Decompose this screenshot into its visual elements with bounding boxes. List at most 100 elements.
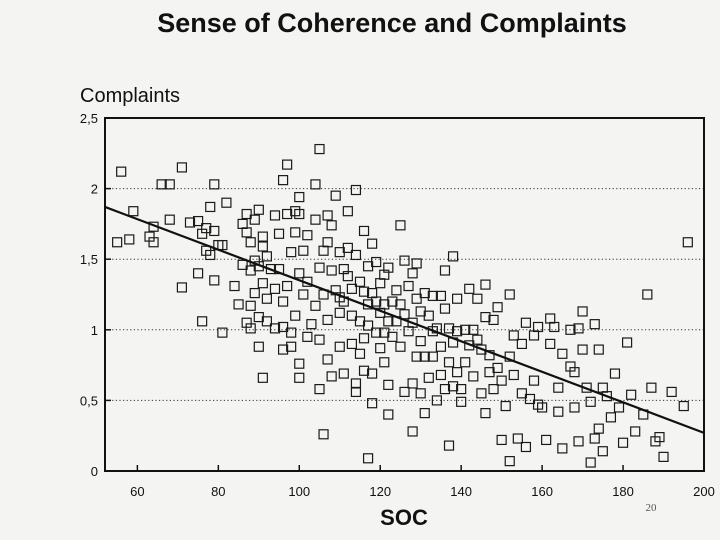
data-point bbox=[282, 280, 293, 292]
data-point bbox=[512, 433, 523, 444]
data-point bbox=[411, 258, 422, 269]
data-point bbox=[233, 299, 244, 310]
data-point bbox=[286, 327, 297, 338]
data-point bbox=[557, 348, 568, 359]
data-point bbox=[358, 286, 370, 297]
trendline-group bbox=[104, 205, 705, 434]
y-tick-label: 2,5 bbox=[80, 111, 98, 126]
data-point bbox=[383, 409, 394, 420]
data-point bbox=[314, 384, 325, 395]
data-point bbox=[407, 378, 418, 389]
data-point bbox=[294, 208, 305, 220]
chart-title: Sense of Coherence and Complaints bbox=[157, 8, 627, 38]
data-point bbox=[601, 391, 612, 402]
data-point bbox=[439, 384, 451, 395]
data-point bbox=[286, 341, 297, 352]
data-point bbox=[298, 245, 309, 256]
data-point bbox=[322, 210, 333, 221]
data-point bbox=[290, 227, 301, 238]
x-tick-label: 160 bbox=[531, 484, 553, 499]
data-point bbox=[273, 228, 285, 239]
data-point bbox=[209, 179, 220, 190]
data-point bbox=[537, 402, 548, 413]
data-point bbox=[504, 289, 515, 300]
data-point bbox=[407, 317, 418, 328]
x-tick-label: 180 bbox=[612, 484, 634, 499]
data-point bbox=[395, 299, 406, 310]
data-point bbox=[622, 337, 633, 348]
x-tick-label: 80 bbox=[211, 484, 225, 499]
data-point bbox=[379, 357, 390, 368]
y-tick-label: 2 bbox=[91, 182, 98, 197]
data-point bbox=[452, 326, 463, 337]
data-point bbox=[383, 379, 394, 390]
data-point bbox=[334, 307, 345, 318]
data-point bbox=[371, 256, 382, 268]
data-point bbox=[419, 408, 430, 419]
data-point bbox=[375, 278, 386, 289]
data-point bbox=[415, 335, 426, 347]
data-point bbox=[249, 214, 260, 225]
data-point bbox=[480, 279, 491, 290]
x-tick-label: 100 bbox=[288, 484, 310, 499]
data-point bbox=[245, 323, 256, 334]
data-point bbox=[241, 208, 252, 220]
data-point bbox=[209, 225, 220, 237]
data-point bbox=[350, 386, 362, 398]
data-point bbox=[573, 436, 584, 447]
data-point bbox=[415, 388, 426, 399]
data-point bbox=[318, 245, 329, 256]
data-point bbox=[423, 372, 434, 383]
data-point bbox=[682, 237, 693, 248]
data-point bbox=[322, 237, 333, 248]
data-point bbox=[516, 338, 527, 350]
data-point bbox=[589, 319, 600, 330]
data-point bbox=[265, 263, 277, 275]
data-point bbox=[253, 204, 264, 215]
data-point bbox=[508, 369, 519, 381]
data-point bbox=[391, 285, 402, 296]
axes: 0 0,5 1 1,5 2 2,5 60 80 100 120 140 160 180 200 bbox=[80, 111, 715, 499]
data-point bbox=[468, 371, 479, 382]
data-point bbox=[277, 321, 289, 333]
y-tick-label: 0 bbox=[91, 464, 98, 479]
data-point bbox=[407, 268, 418, 279]
trendline bbox=[104, 205, 705, 434]
data-point bbox=[439, 303, 451, 314]
data-point bbox=[492, 362, 503, 374]
data-point bbox=[593, 344, 604, 355]
data-point bbox=[484, 350, 495, 361]
y-tick-label: 1 bbox=[91, 323, 98, 338]
data-point bbox=[435, 341, 447, 352]
data-point bbox=[197, 316, 208, 327]
data-point bbox=[192, 268, 204, 279]
data-point bbox=[678, 400, 689, 412]
data-point bbox=[342, 271, 353, 282]
data-point bbox=[419, 287, 430, 299]
data-point bbox=[302, 331, 313, 342]
data-point bbox=[367, 368, 378, 379]
data-point bbox=[124, 234, 135, 245]
data-point bbox=[164, 214, 175, 225]
data-point bbox=[439, 265, 451, 276]
data-point bbox=[346, 283, 357, 294]
data-point bbox=[443, 323, 455, 334]
data-point bbox=[427, 290, 438, 302]
data-point bbox=[545, 338, 556, 350]
data-point bbox=[472, 293, 483, 304]
data-point bbox=[367, 398, 378, 409]
data-point bbox=[358, 225, 370, 237]
data-point bbox=[362, 453, 374, 464]
data-point bbox=[423, 310, 434, 321]
data-point bbox=[362, 320, 374, 331]
data-point bbox=[403, 326, 414, 337]
data-point bbox=[282, 208, 293, 220]
data-point bbox=[443, 440, 455, 451]
data-point bbox=[613, 402, 625, 413]
data-point bbox=[597, 446, 608, 457]
data-point bbox=[468, 324, 479, 335]
data-point bbox=[261, 293, 272, 304]
data-point bbox=[310, 179, 321, 190]
data-point bbox=[342, 242, 353, 254]
